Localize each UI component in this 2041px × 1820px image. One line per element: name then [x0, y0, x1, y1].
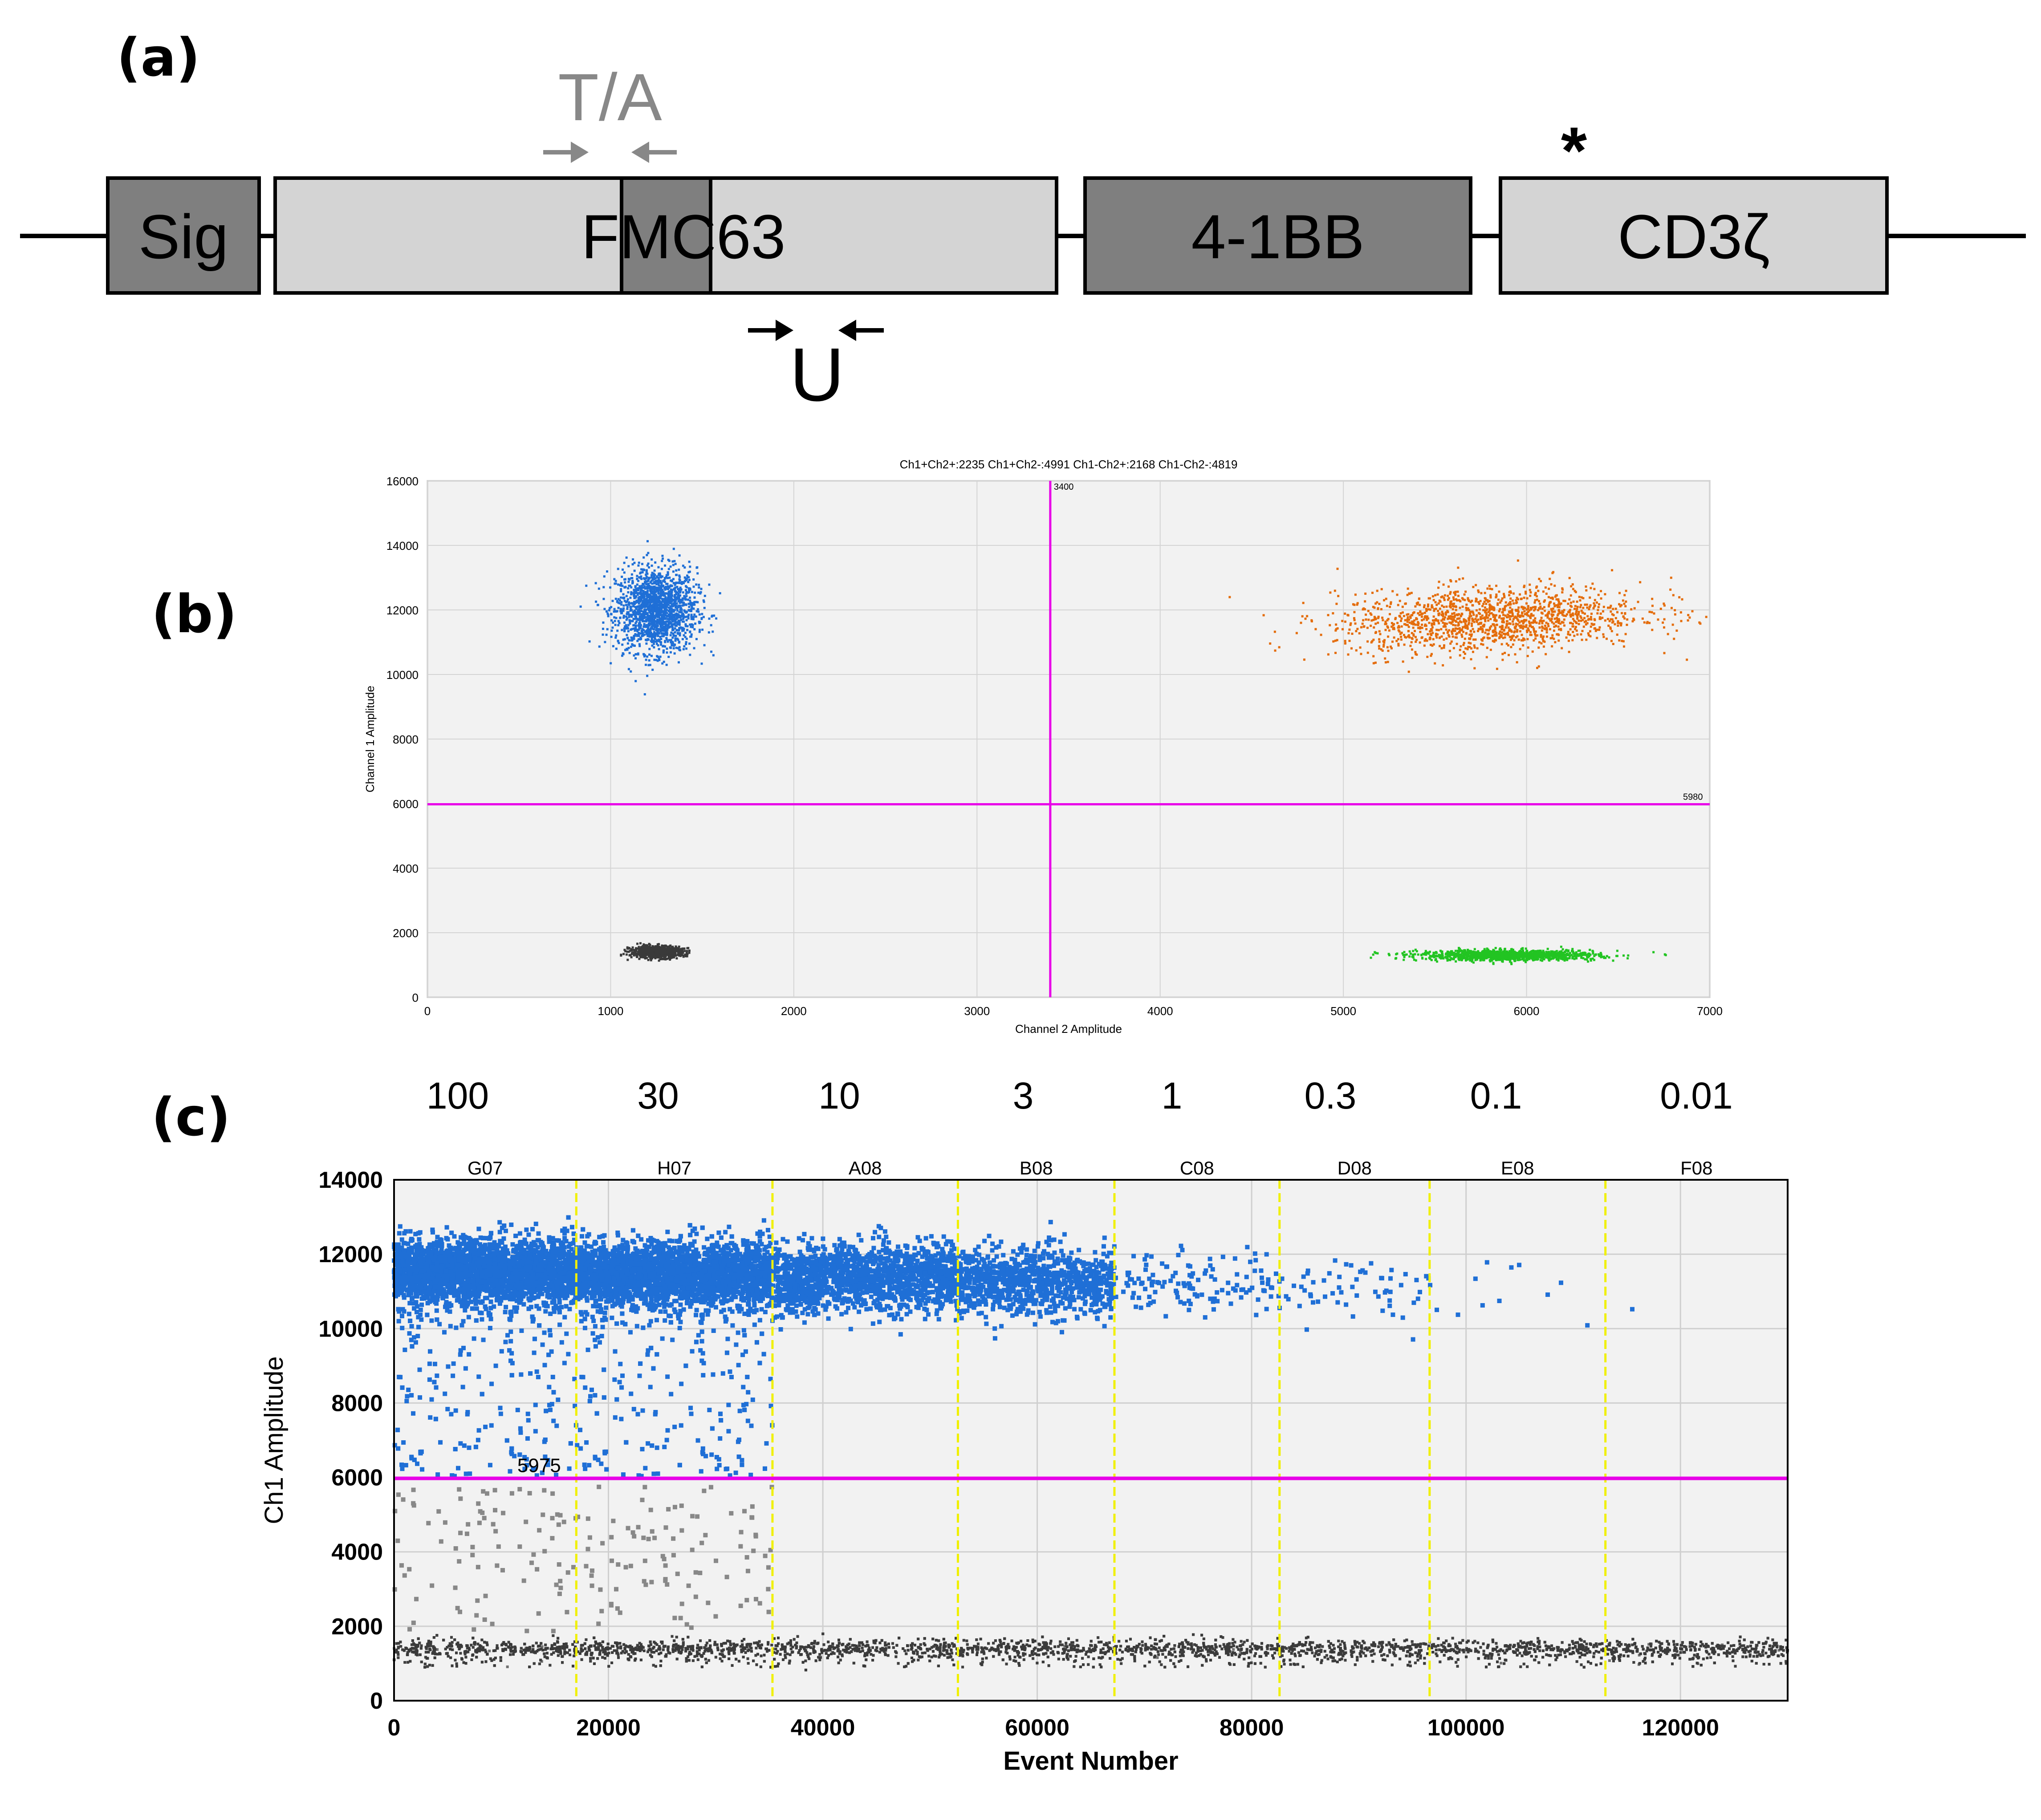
well-label-C08: C08 [1180, 1158, 1214, 1178]
segment-sig [106, 176, 261, 295]
event-y-tick-label: 14000 [318, 1167, 383, 1193]
ch1-event-chart: 0 2000 4000 6000 8000 10000 12000 14000 0 20000 40… [260, 1158, 1789, 1775]
scatter-title: Ch1+Ch2+:2235 Ch1+Ch2-:4991 Ch1-Ch2+:216… [900, 458, 1238, 471]
event-y-tick-label: 2000 [331, 1614, 383, 1640]
event-plot-frame [393, 1179, 1789, 1702]
event-y-tick-label: 12000 [318, 1242, 383, 1268]
event-y-tick-label: 0 [370, 1688, 383, 1714]
droplet-cluster-Ch1posCh2pos [1228, 559, 1708, 673]
scatter-y-axis-label: Channel 1 Amplitude [363, 686, 377, 792]
positive-droplets [392, 1215, 1635, 1479]
event-threshold-label: 5975 [517, 1455, 561, 1477]
event-x-tick-label: 40000 [791, 1715, 855, 1741]
dilution-label: 0.3 [1305, 1075, 1357, 1117]
scatter-threshold-x-label: 3400 [1054, 482, 1074, 492]
scatter-y-tick-label: 6000 [393, 797, 419, 811]
primer-ta-reverse-arrow [631, 142, 677, 163]
scatter-x-tick-label: 7000 [1697, 1004, 1723, 1018]
scatter-y-tick-label: 0 [412, 991, 419, 1004]
well-label-G07: G07 [468, 1158, 503, 1178]
well-label-F08: F08 [1680, 1158, 1712, 1178]
dilution-label: 30 [637, 1075, 679, 1117]
primer-u-forward-arrow [748, 320, 793, 341]
dilution-label: 3 [1013, 1075, 1034, 1117]
scatter-y-tick-label: 14000 [386, 539, 419, 552]
scatter-y-tick-label: 4000 [393, 862, 419, 875]
well-label-E08: E08 [1501, 1158, 1534, 1178]
primer-u-reverse-arrow [838, 320, 884, 341]
segment-cd3z [1499, 176, 1889, 295]
segment-label-4-1bb: 4-1BB [1191, 202, 1364, 272]
well-label-H07: H07 [657, 1158, 691, 1178]
dilution-label: 100 [427, 1075, 489, 1117]
scatter-x-tick-label: 4000 [1147, 1004, 1173, 1018]
scatter-y-tick-label: 12000 [386, 604, 419, 617]
segment-label-fmc63: FMC63 [581, 202, 786, 272]
scatter-x-axis-label: Channel 2 Amplitude [1015, 1022, 1122, 1036]
scatter-threshold-y-label: 5980 [1683, 792, 1703, 802]
well-label-B08: B08 [1020, 1158, 1053, 1178]
primer-label-u: U [790, 333, 845, 417]
mutation-asterisk: * [1561, 113, 1587, 188]
primer-region-ta [620, 176, 712, 295]
two-channel-scatter-chart: 0 2000 4000 6000 8000 10000 12000 14000 16000 0 10… [363, 458, 1723, 1036]
event-y-tick-label: 6000 [331, 1465, 383, 1491]
dilution-label: 10 [818, 1075, 860, 1117]
scatter-x-tick-label: 1000 [598, 1004, 624, 1018]
event-x-tick-label: 80000 [1220, 1715, 1284, 1741]
panel-label-c: (c) [151, 1086, 231, 1148]
scatter-y-tick-label: 2000 [393, 926, 419, 940]
event-y-tick-label: 8000 [331, 1390, 383, 1416]
car-construct-diagram: Sig FMC63 4-1BB CD3ζ T/A U * [20, 60, 2026, 417]
segment-label-sig: Sig [138, 202, 228, 272]
segment-4-1bb [1083, 176, 1472, 295]
dilution-label: 0.01 [1660, 1075, 1733, 1117]
event-x-tick-label: 120000 [1642, 1715, 1719, 1741]
scatter-y-tick-label: 10000 [386, 668, 419, 682]
droplet-cluster-Ch1negCh2pos [1370, 946, 1667, 965]
well-label-D08: D08 [1338, 1158, 1372, 1178]
event-x-tick-label: 20000 [576, 1715, 641, 1741]
segment-label-cd3z: CD3ζ [1618, 202, 1770, 272]
scatter-x-tick-label: 2000 [781, 1004, 807, 1018]
event-x-tick-label: 100000 [1427, 1715, 1505, 1741]
scatter-x-tick-label: 3000 [964, 1004, 990, 1018]
primer-ta-forward-arrow [543, 142, 589, 163]
dilution-label: 0.1 [1470, 1075, 1522, 1117]
event-x-axis-label: Event Number [1003, 1747, 1178, 1775]
dilution-labels: 100 30 10 3 1 0.3 0.1 0.01 [427, 1075, 1733, 1117]
event-y-tick-label: 10000 [318, 1316, 383, 1342]
scatter-x-tick-label: 0 [424, 1004, 431, 1018]
event-y-tick-label: 4000 [331, 1540, 383, 1565]
panel-label-b: (b) [151, 583, 237, 645]
negative-droplet-band [392, 1484, 1789, 1672]
panel-label-a: (a) [117, 27, 200, 88]
event-y-axis-label: Ch1 Amplitude [260, 1356, 289, 1524]
droplet-cluster-Ch1negCh2neg [620, 942, 691, 962]
scatter-x-tick-label: 5000 [1330, 1004, 1356, 1018]
well-label-A08: A08 [849, 1158, 882, 1178]
scatter-y-tick-label: 16000 [386, 475, 419, 488]
dilution-label: 1 [1162, 1075, 1183, 1117]
event-x-tick-label: 60000 [1005, 1715, 1069, 1741]
scatter-y-tick-label: 8000 [393, 733, 419, 746]
primer-label-ta: T/A [558, 60, 662, 134]
event-x-tick-label: 0 [388, 1715, 401, 1741]
scatter-x-tick-label: 6000 [1514, 1004, 1540, 1018]
droplet-cluster-Ch1posCh2neg [579, 540, 721, 696]
